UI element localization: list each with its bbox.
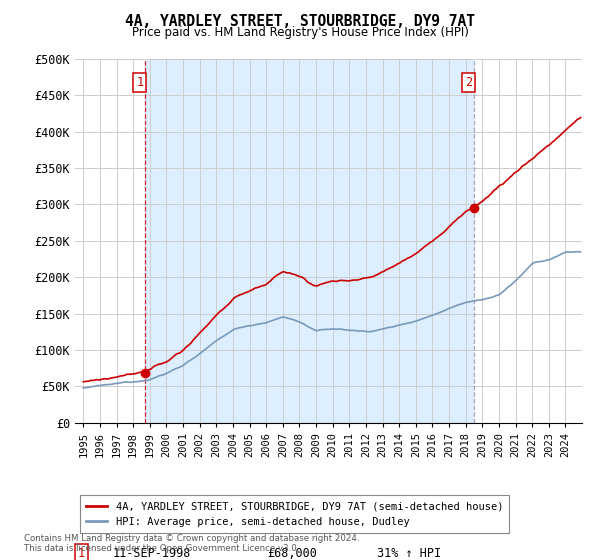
Text: Price paid vs. HM Land Registry's House Price Index (HPI): Price paid vs. HM Land Registry's House … [131, 26, 469, 39]
Bar [145, 59, 474, 423]
Text: 1: 1 [78, 547, 85, 560]
Text: 1: 1 [136, 76, 143, 89]
Text: 31% ↑ HPI: 31% ↑ HPI [377, 547, 441, 560]
Text: 4A, YARDLEY STREET, STOURBRIDGE, DY9 7AT: 4A, YARDLEY STREET, STOURBRIDGE, DY9 7AT [125, 14, 475, 29]
Text: 11-SEP-1998: 11-SEP-1998 [113, 547, 191, 560]
Text: Contains HM Land Registry data © Crown copyright and database right 2024.
This d: Contains HM Land Registry data © Crown c… [24, 534, 359, 553]
Text: £68,000: £68,000 [268, 547, 317, 560]
Legend: 4A, YARDLEY STREET, STOURBRIDGE, DY9 7AT (semi-detached house), HPI: Average pri: 4A, YARDLEY STREET, STOURBRIDGE, DY9 7AT… [80, 496, 509, 533]
Text: 2: 2 [466, 76, 473, 89]
